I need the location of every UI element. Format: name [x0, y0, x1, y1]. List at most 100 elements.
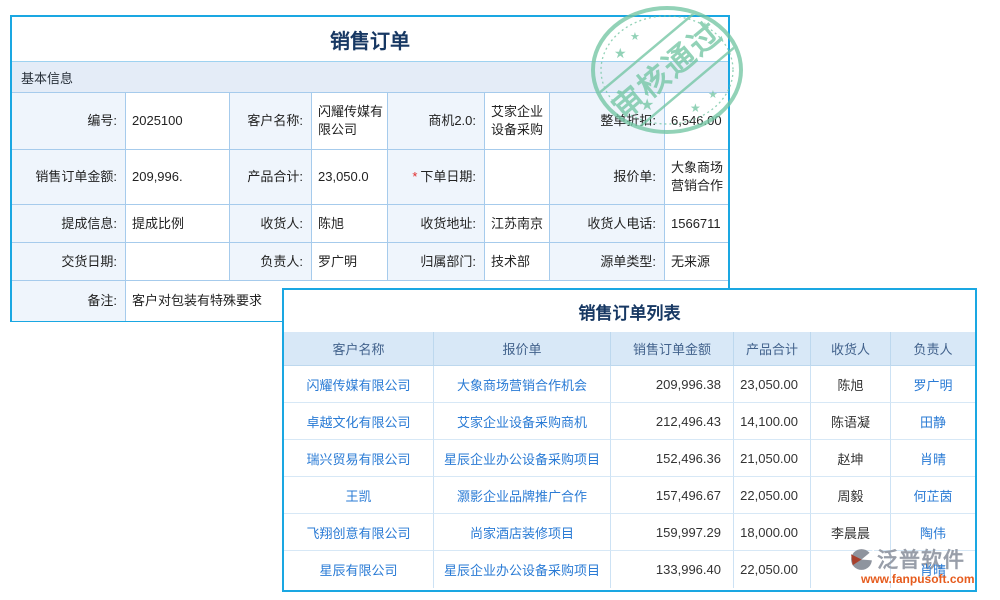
- link-customer[interactable]: 瑞兴贸易有限公司: [306, 451, 411, 467]
- link-quotation[interactable]: 灏影企业品牌推广合作: [456, 488, 587, 504]
- cell-customer: 闪耀传媒有限公司: [284, 366, 434, 403]
- order-no-label: 编号:: [12, 93, 126, 150]
- cell-product-total: 22,050.00: [734, 477, 811, 514]
- form-row-4: 交货日期: 负责人: 罗广明 归属部门: 技术部 源单类型: 无来源: [12, 243, 728, 281]
- table-row: 瑞兴贸易有限公司 星辰企业办公设备采购项目 152,496.36 21,050.…: [284, 440, 975, 477]
- cell-owner: 田静: [891, 403, 975, 440]
- commission-info-value: 提成比例: [126, 205, 230, 243]
- product-total-label: 产品合计:: [230, 150, 312, 205]
- opportunity-value: 艾家企业设备采购: [485, 93, 550, 150]
- department-label: 归属部门:: [388, 243, 485, 281]
- cell-owner: 肖晴: [891, 440, 975, 477]
- link-owner[interactable]: 陶伟: [919, 525, 946, 541]
- cell-owner: 肖晴: [891, 551, 975, 588]
- link-customer[interactable]: 飞翔创意有限公司: [306, 525, 411, 541]
- cell-customer: 王凯: [284, 477, 434, 514]
- remark-label: 备注:: [12, 281, 126, 321]
- discount-label: 整单折扣:: [550, 93, 665, 150]
- cell-order-amount: 209,996.38: [611, 366, 734, 403]
- link-owner[interactable]: 肖晴: [919, 563, 946, 578]
- table-row: 闪耀传媒有限公司 大象商场营销合作机会 209,996.38 23,050.00…: [284, 366, 975, 403]
- customer-name-value: 闪耀传媒有限公司: [312, 93, 388, 150]
- link-owner[interactable]: 何芷茵: [913, 488, 953, 504]
- customer-name-label: 客户名称:: [230, 93, 312, 150]
- cell-receiver: 周毅: [811, 477, 891, 514]
- delivery-date-value[interactable]: [126, 243, 230, 281]
- receiver-phone-value: 1566711: [665, 205, 728, 243]
- col-header-receiver: 收货人: [811, 332, 891, 366]
- cell-quotation: 大象商场营销合作机会: [434, 366, 611, 403]
- col-header-customer: 客户名称: [284, 332, 434, 366]
- table-row: 卓越文化有限公司 艾家企业设备采购商机 212,496.43 14,100.00…: [284, 403, 975, 440]
- cell-customer: 星辰有限公司: [284, 551, 434, 588]
- form-row-2: 销售订单金额: 209,996. 产品合计: 23,050.0 * 下单日期: …: [12, 150, 728, 205]
- cell-quotation: 星辰企业办公设备采购项目: [434, 551, 611, 588]
- table-row: 星辰有限公司 星辰企业办公设备采购项目 133,996.40 22,050.00…: [284, 551, 975, 588]
- section-header-basic-info: 基本信息: [12, 62, 728, 93]
- cell-customer: 飞翔创意有限公司: [284, 514, 434, 551]
- cell-owner: 罗广明: [891, 366, 975, 403]
- cell-product-total: 23,050.00: [734, 366, 811, 403]
- col-header-owner: 负责人: [891, 332, 975, 366]
- col-header-order-amount: 销售订单金额: [611, 332, 734, 366]
- quotation-label: 报价单:: [550, 150, 665, 205]
- cell-order-amount: 159,997.29: [611, 514, 734, 551]
- cell-quotation: 尚家酒店装修项目: [434, 514, 611, 551]
- form-title: 销售订单: [12, 17, 728, 62]
- cell-quotation: 星辰企业办公设备采购项目: [434, 440, 611, 477]
- cell-product-total: 14,100.00: [734, 403, 811, 440]
- cell-quotation: 艾家企业设备采购商机: [434, 403, 611, 440]
- order-no-value: 2025100: [126, 93, 230, 150]
- required-asterisk: *: [412, 169, 418, 185]
- cell-product-total: 21,050.00: [734, 440, 811, 477]
- receive-address-value: 江苏南京: [485, 205, 550, 243]
- opportunity-label: 商机2.0:: [388, 93, 485, 150]
- cell-receiver: 陈语凝: [811, 403, 891, 440]
- cell-order-amount: 152,496.36: [611, 440, 734, 477]
- form-row-3: 提成信息: 提成比例 收货人: 陈旭 收货地址: 江苏南京 收货人电话: 156…: [12, 205, 728, 243]
- cell-order-amount: 212,496.43: [611, 403, 734, 440]
- owner-value: 罗广明: [312, 243, 388, 281]
- receiver-value: 陈旭: [312, 205, 388, 243]
- link-owner[interactable]: 田静: [919, 414, 946, 430]
- cell-customer: 卓越文化有限公司: [284, 403, 434, 440]
- cell-owner: 陶伟: [891, 514, 975, 551]
- delivery-date-label: 交货日期:: [12, 243, 126, 281]
- order-amount-value: 209,996.: [126, 150, 230, 205]
- source-type-value: 无来源: [665, 243, 728, 281]
- cell-customer: 瑞兴贸易有限公司: [284, 440, 434, 477]
- receive-address-label: 收货地址:: [388, 205, 485, 243]
- link-owner[interactable]: 肖晴: [919, 451, 946, 467]
- cell-product-total: 18,000.00: [734, 514, 811, 551]
- order-amount-label: 销售订单金额:: [12, 150, 126, 205]
- list-header-row: 客户名称 报价单 销售订单金额 产品合计 收货人 负责人: [284, 332, 975, 366]
- order-date-label: * 下单日期:: [388, 150, 485, 205]
- link-customer[interactable]: 星辰有限公司: [319, 563, 398, 578]
- col-header-quotation: 报价单: [434, 332, 611, 366]
- link-customer[interactable]: 闪耀传媒有限公司: [306, 377, 411, 393]
- link-customer[interactable]: 卓越文化有限公司: [306, 414, 411, 430]
- link-owner[interactable]: 罗广明: [913, 377, 953, 393]
- list-title: 销售订单列表: [578, 303, 681, 323]
- link-customer[interactable]: 王凯: [345, 488, 372, 504]
- department-value: 技术部: [485, 243, 550, 281]
- cell-owner: 何芷茵: [891, 477, 975, 514]
- sales-order-list-panel: 销售订单列表 客户名称 报价单 销售订单金额 产品合计 收货人 负责人 闪耀传媒…: [282, 288, 977, 592]
- cell-receiver: 陈旭: [811, 366, 891, 403]
- product-total-value: 23,050.0: [312, 150, 388, 205]
- commission-info-label: 提成信息:: [12, 205, 126, 243]
- cell-receiver: 赵坤: [811, 440, 891, 477]
- cell-order-amount: 157,496.67: [611, 477, 734, 514]
- table-row: 飞翔创意有限公司 尚家酒店装修项目 159,997.29 18,000.00 李…: [284, 514, 975, 551]
- link-quotation[interactable]: 大象商场营销合作机会: [456, 377, 587, 393]
- receiver-phone-label: 收货人电话:: [550, 205, 665, 243]
- owner-label: 负责人:: [230, 243, 312, 281]
- sales-order-form-panel: 销售订单 基本信息 编号: 2025100 客户名称: 闪耀传媒有限公司 商机2…: [10, 15, 730, 322]
- order-date-value[interactable]: [485, 150, 550, 205]
- link-quotation[interactable]: 尚家酒店装修项目: [469, 525, 574, 541]
- link-quotation[interactable]: 星辰企业办公设备采购项目: [443, 451, 600, 467]
- link-quotation[interactable]: 星辰企业办公设备采购项目: [443, 563, 600, 578]
- quotation-value: 大象商场营销合作: [665, 150, 728, 205]
- link-quotation[interactable]: 艾家企业设备采购商机: [456, 414, 587, 430]
